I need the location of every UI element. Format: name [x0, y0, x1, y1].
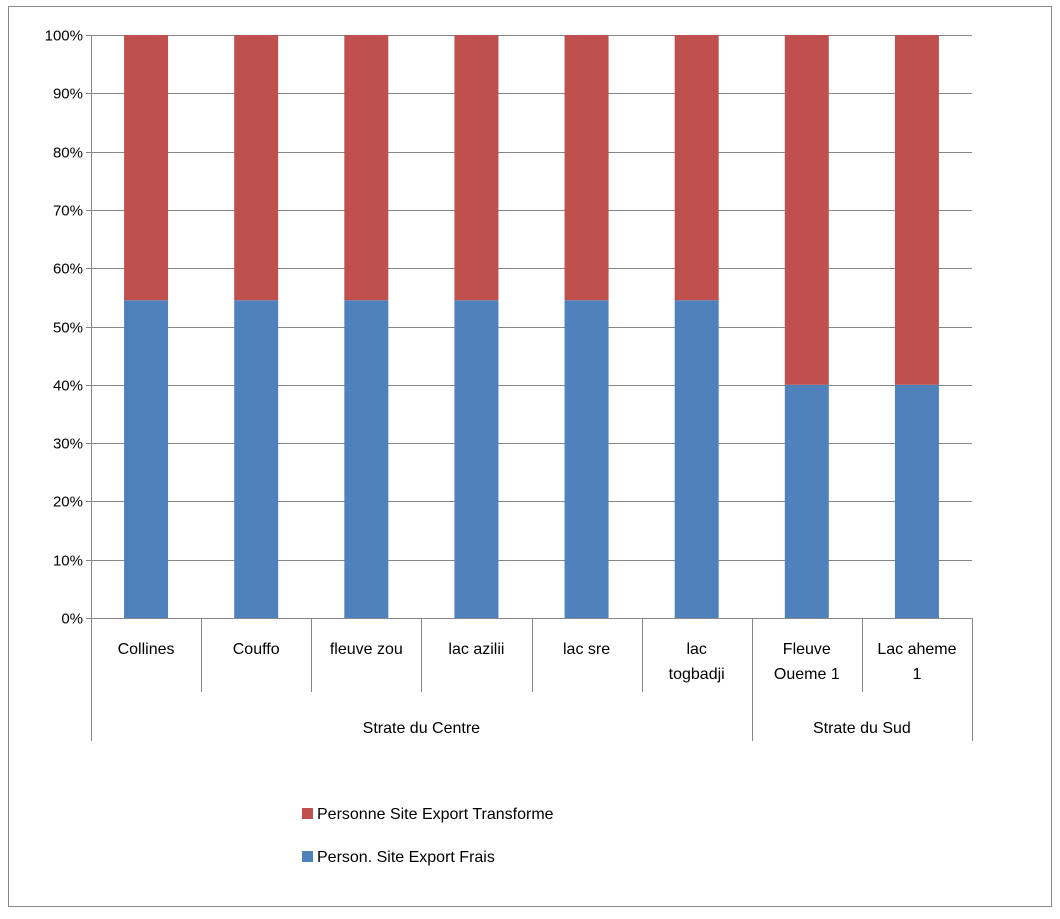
bar-segment	[234, 35, 279, 301]
legend-swatch	[302, 851, 313, 862]
group-label: Strate du Centre	[363, 720, 481, 737]
y-tick-label: 40%	[53, 378, 83, 395]
y-tick-label: 70%	[53, 203, 83, 220]
bar-segment	[894, 384, 939, 618]
bar-segment	[564, 35, 609, 301]
y-tick-label: 10%	[53, 553, 83, 570]
legend-swatch	[302, 808, 313, 819]
bar-segment	[454, 300, 499, 618]
x-tick-label: Couffo	[233, 641, 280, 658]
y-tick-label: 20%	[53, 494, 83, 511]
bar-segment	[234, 300, 279, 618]
bar-segment	[674, 300, 719, 618]
x-tick-label: Fleuve	[783, 641, 831, 658]
y-tick-label: 60%	[53, 261, 83, 278]
x-tick-label: lac azilii	[448, 641, 504, 658]
group-label: Strate du Sud	[813, 720, 911, 737]
x-tick-label: lac sre	[563, 641, 610, 658]
bar-segment	[454, 35, 499, 301]
y-tick-label: 0%	[61, 611, 83, 628]
bar-segment	[674, 35, 719, 301]
x-tick-label: fleuve zou	[330, 641, 403, 658]
y-tick-label: 100%	[45, 28, 83, 45]
y-tick-label: 90%	[53, 86, 83, 103]
bar-segment	[784, 384, 829, 618]
bar-segment	[344, 35, 389, 301]
legend-label: Person. Site Export Frais	[317, 849, 495, 866]
legend-label: Personne Site Export Transforme	[317, 806, 554, 823]
bar-segment	[344, 300, 389, 618]
x-tick-label: 1	[912, 666, 921, 683]
x-tick-label: lac	[686, 641, 706, 658]
bar-segment	[564, 300, 609, 618]
legend: Personne Site Export Transforme Person. S…	[302, 806, 554, 866]
bars	[124, 35, 939, 618]
y-tick-label: 30%	[53, 436, 83, 453]
tick-labels: 0% 10% 20% 30% 40% 50% 60% 70% 80% 90% 100% Colline…	[45, 28, 957, 738]
axes	[86, 35, 973, 741]
bar-segment	[124, 300, 169, 618]
x-tick-label: Collines	[118, 641, 175, 658]
y-tick-label: 80%	[53, 145, 83, 162]
y-tick-label: 50%	[53, 320, 83, 337]
bar-segment	[784, 35, 829, 385]
x-tick-label: Lac aheme	[877, 641, 956, 658]
x-tick-label: Oueme 1	[774, 666, 840, 683]
x-tick-label: togbadji	[669, 666, 725, 683]
chart-border	[8, 6, 1052, 907]
bar-segment	[124, 35, 169, 301]
bar-segment	[894, 35, 939, 385]
